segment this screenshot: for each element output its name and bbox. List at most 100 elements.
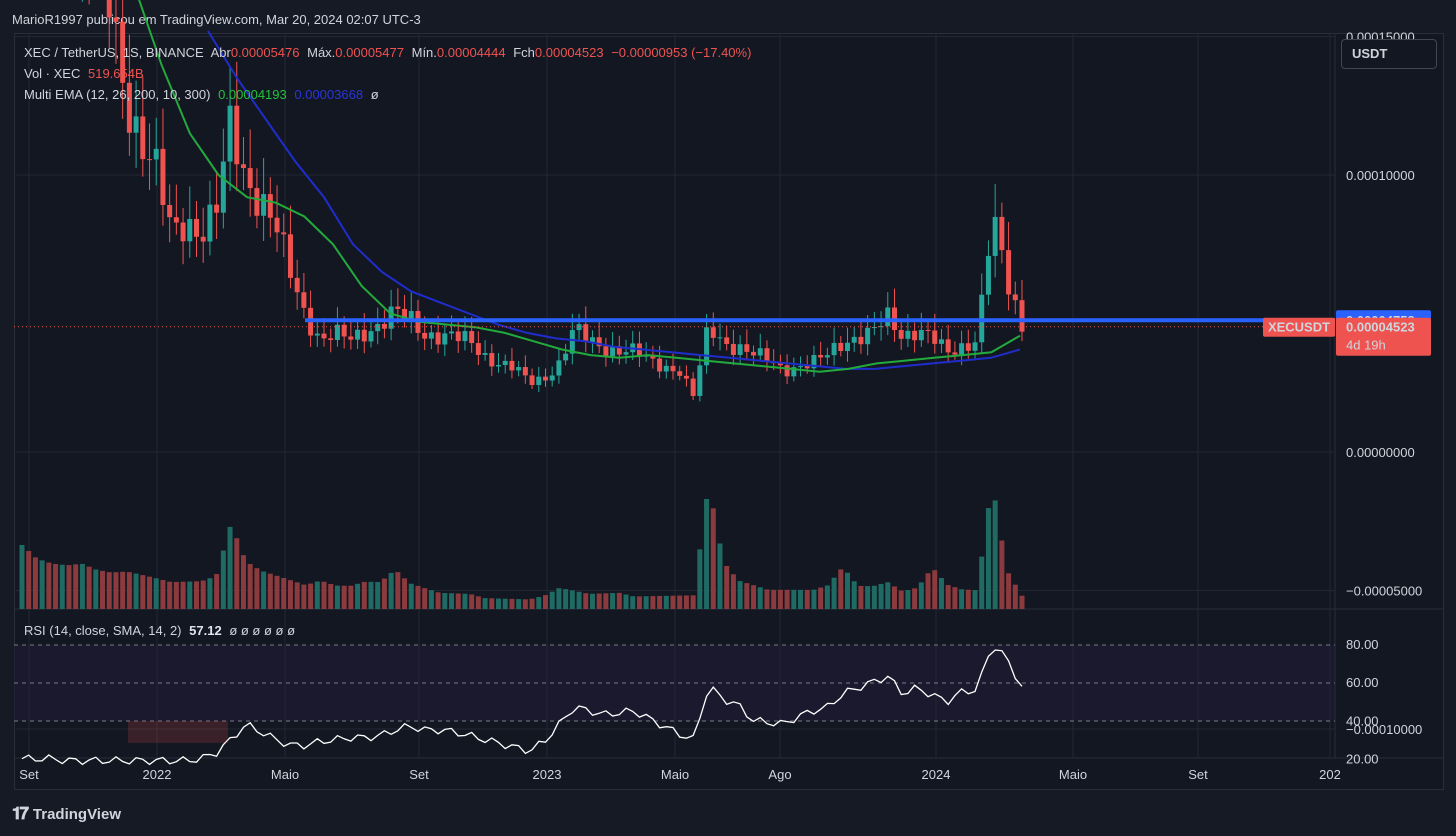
volume-bar bbox=[240, 555, 246, 609]
candle-body bbox=[133, 116, 139, 133]
volume-bar bbox=[502, 598, 508, 609]
candle-body bbox=[898, 330, 904, 339]
volume-bar bbox=[791, 589, 797, 609]
candle-body bbox=[831, 342, 837, 356]
candle-body bbox=[670, 365, 676, 372]
time-axis-label: Maio bbox=[271, 767, 299, 782]
volume-bar bbox=[885, 582, 891, 609]
volume-bar bbox=[912, 588, 918, 609]
volume-bar bbox=[589, 593, 595, 609]
candle-body bbox=[757, 348, 763, 356]
volume-bar bbox=[811, 589, 817, 609]
volume-value: 519.654B bbox=[87, 66, 144, 81]
candle-body bbox=[294, 277, 300, 293]
candle-body bbox=[1019, 300, 1025, 332]
volume-bar bbox=[509, 598, 515, 609]
candle-body bbox=[858, 336, 864, 345]
volume-bar bbox=[388, 572, 394, 609]
ohlc-legend: XEC / TetherUS, 1S, BINANCE Abr0.0000547… bbox=[24, 45, 755, 60]
open-label: Abr bbox=[210, 45, 231, 60]
currency-unit-button[interactable]: USDT bbox=[1341, 39, 1437, 69]
volume-bar bbox=[670, 595, 676, 609]
candle-body bbox=[348, 336, 354, 340]
volume-bar bbox=[482, 598, 488, 609]
time-axis-label: Set bbox=[1188, 767, 1208, 782]
candle-body bbox=[918, 329, 924, 341]
volume-bar bbox=[489, 598, 495, 609]
volume-bar bbox=[777, 589, 783, 609]
time-axis-label: Maio bbox=[1059, 767, 1087, 782]
candle-body bbox=[428, 332, 434, 339]
candle-body bbox=[261, 194, 267, 216]
candle-body bbox=[496, 364, 502, 367]
ema-na: ø bbox=[370, 87, 379, 102]
volume-bar bbox=[247, 563, 253, 609]
rsi-value: 57.12 bbox=[189, 623, 222, 638]
candle-body bbox=[301, 292, 307, 308]
volume-bar bbox=[818, 587, 824, 609]
candle-body bbox=[623, 352, 629, 355]
volume-legend[interactable]: Vol · XEC 519.654B bbox=[24, 66, 148, 81]
candle-body bbox=[965, 343, 971, 351]
volume-bar bbox=[314, 581, 320, 609]
candle-body bbox=[153, 148, 159, 160]
candle-body bbox=[851, 336, 857, 343]
candle-body bbox=[938, 339, 944, 344]
brand-label: TradingView bbox=[32, 805, 121, 823]
volume-bar bbox=[757, 587, 763, 609]
volume-bar bbox=[549, 591, 555, 609]
volume-bar bbox=[435, 592, 441, 609]
candle-body bbox=[509, 360, 515, 371]
candle-body bbox=[274, 217, 280, 233]
candle-body bbox=[737, 344, 743, 355]
candle-body bbox=[838, 342, 844, 352]
time-axis-label: Set bbox=[19, 767, 39, 782]
volume-bar bbox=[19, 545, 25, 609]
volume-bar bbox=[120, 571, 126, 609]
volume-bar bbox=[321, 581, 327, 609]
symbol-label[interactable]: XEC / TetherUS, 1S, BINANCE bbox=[24, 45, 204, 60]
rsi-legend[interactable]: RSI (14, close, SMA, 14, 2) 57.12 ø ø ø … bbox=[24, 623, 299, 638]
volume-bar bbox=[851, 581, 857, 609]
volume-bar bbox=[878, 583, 884, 609]
volume-bar bbox=[831, 577, 837, 609]
candle-body bbox=[663, 365, 669, 372]
candle-body bbox=[442, 333, 448, 345]
volume-bar bbox=[563, 589, 569, 609]
volume-bar bbox=[341, 585, 347, 609]
candle-body bbox=[563, 353, 569, 361]
candle-body bbox=[878, 326, 884, 328]
candle-body bbox=[677, 371, 683, 376]
candle-body bbox=[791, 367, 797, 377]
volume-bar bbox=[891, 586, 897, 609]
open-value: 0.00005476 bbox=[230, 45, 300, 60]
volume-bar bbox=[724, 565, 730, 609]
volume-bar bbox=[636, 596, 642, 609]
volume-bar bbox=[428, 590, 434, 609]
ema-legend[interactable]: Multi EMA (12, 26, 200, 10, 300) 0.00004… bbox=[24, 87, 383, 102]
last-price-value: 0.00004523 bbox=[1346, 320, 1415, 335]
volume-bar bbox=[66, 565, 72, 609]
rsi-oversold-fill bbox=[128, 721, 228, 743]
candle-body bbox=[469, 331, 475, 344]
price-axis-label: 0.00000000 bbox=[1346, 445, 1415, 460]
volume-bar bbox=[536, 597, 542, 609]
candle-body bbox=[234, 105, 240, 165]
volume-bar bbox=[683, 595, 689, 609]
volume-bar bbox=[422, 588, 428, 609]
volume-bar bbox=[180, 581, 186, 609]
last-price-tag bbox=[1336, 317, 1431, 356]
candle-body bbox=[187, 218, 193, 242]
volume-bar bbox=[395, 572, 401, 609]
candle-body bbox=[147, 159, 153, 161]
candle-body bbox=[871, 327, 877, 329]
candle-body bbox=[120, 21, 126, 83]
volume-bar bbox=[113, 572, 119, 609]
volume-bar bbox=[267, 573, 273, 609]
candle-body bbox=[361, 329, 367, 342]
time-axis-label: 202 bbox=[1319, 767, 1341, 782]
candle-body bbox=[865, 327, 871, 345]
volume-bar bbox=[79, 563, 85, 609]
volume-bar bbox=[32, 557, 38, 609]
